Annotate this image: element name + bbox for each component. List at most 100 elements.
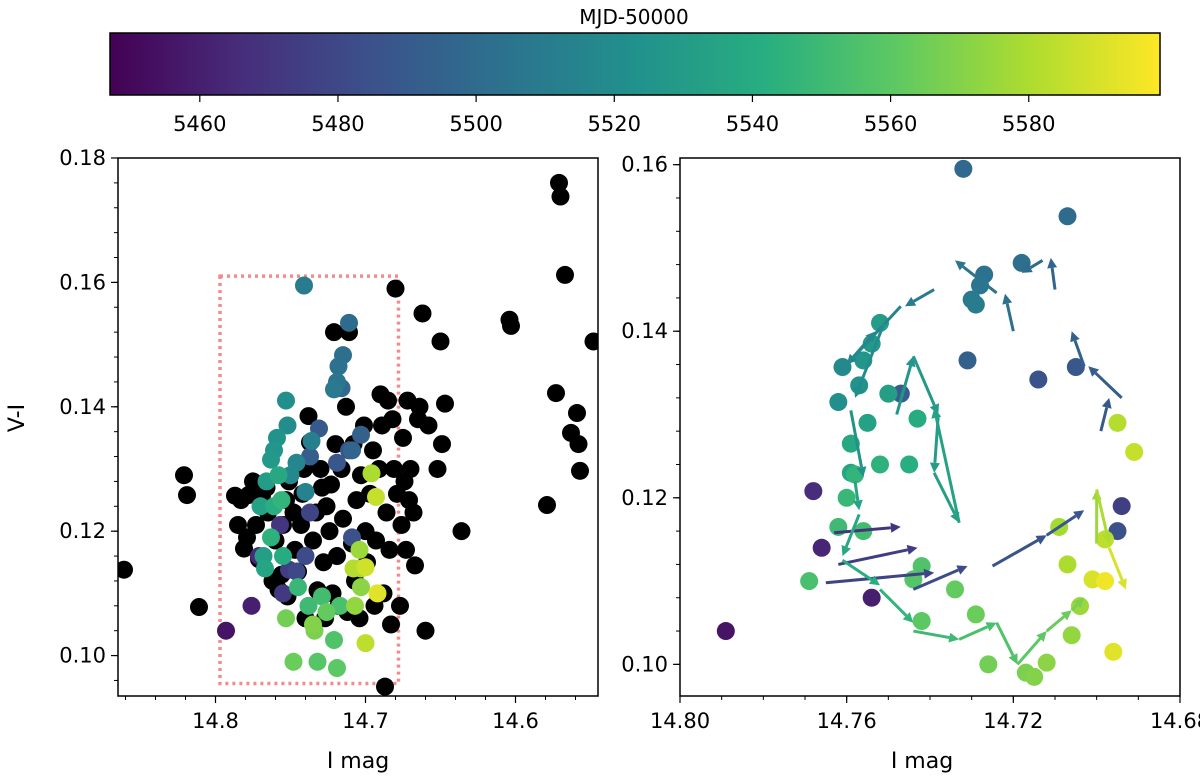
data-point-black [568,404,586,423]
arrow-head [1047,257,1058,269]
arrow-shaft [878,588,908,617]
colorbar-tick-label: 5500 [449,112,502,136]
data-point [1062,626,1081,645]
arrow-shaft [958,625,989,641]
y-tick-label: 0.12 [621,486,668,510]
data-point-black [304,531,322,550]
arrow-head [905,296,917,307]
data-point [971,276,989,295]
y-tick-label: 0.16 [59,270,106,294]
time-arrow [1095,489,1112,544]
x-tick-label: 14.80 [650,709,710,733]
data-point-black [244,472,262,491]
data-point-black [452,522,471,541]
time-arrow [838,544,918,566]
time-arrow [834,522,901,535]
data-point-black [239,486,258,505]
time-arrow [1045,510,1085,537]
arrow-shaft [834,526,892,535]
arrow-shaft [849,410,863,468]
data-point [912,612,931,631]
colorbar-tick-label: 5460 [173,112,226,136]
time-arrow [1002,293,1015,332]
data-point-black [377,503,396,522]
left-xlabel: I mag [327,749,389,774]
colorbar-tick-label: 5540 [726,112,779,136]
data-point [908,409,927,428]
data-point [862,588,881,607]
data-point-black [376,677,394,696]
arrow-head [1008,653,1018,665]
time-arrow [913,629,960,643]
arrow-shaft [912,288,935,303]
data-point [1025,667,1044,686]
time-arrow [1107,547,1127,590]
data-point-colored [256,559,274,578]
data-point-colored [368,584,387,603]
data-point [954,159,973,178]
data-point-colored [299,596,318,615]
arrow-shaft [1073,340,1086,367]
data-point [966,295,985,314]
time-arrow [854,322,886,398]
data-point-colored [284,652,303,671]
arrow-head [868,575,880,586]
data-point-black [299,407,318,426]
data-point [966,605,985,624]
data-point [900,455,919,474]
colorbar-tick-label: 5520 [588,112,641,136]
data-point-black [325,323,343,342]
time-arrow [1021,259,1044,273]
data-point-black [364,441,382,460]
data-point-colored [304,615,322,634]
arrow-shaft [991,538,1039,568]
arrow-head [1073,510,1085,520]
arrow-head [1060,610,1072,621]
data-point-colored [269,466,288,485]
data-point-colored [362,464,381,483]
arrow-shaft [1070,603,1079,612]
data-point [1058,207,1077,226]
data-point-black [334,509,352,528]
arrow-head [1102,532,1112,544]
arrow-shaft [1099,407,1109,432]
y-tick-label: 0.10 [59,644,106,668]
arrow-shaft [1029,259,1044,270]
arrow-shaft [932,472,957,515]
arrow-shaft [853,480,860,501]
data-point [1104,642,1123,661]
data-point-black [247,515,265,534]
arrow-head [1002,293,1013,305]
data-point-black [404,503,423,522]
arrow-shaft [1050,267,1057,290]
x-tick-label: 14.68 [1150,709,1200,733]
data-point-colored [356,558,375,577]
data-point-colored [289,578,307,597]
y-tick-label: 0.12 [59,519,106,543]
colorbar-tick-label: 5580 [1002,112,1055,136]
arrow-shaft [1095,489,1109,535]
data-point [716,622,735,641]
arrow-head [1073,597,1085,609]
right-plot-area [716,159,1144,686]
left-ylabel: V-I [5,404,30,432]
time-arrow [1045,610,1072,633]
arrow-shaft [845,337,871,366]
left-panel: 14.8 14.7 14.6 0.10 0.12 0.14 0.16 0.18 I mag V… [5,146,599,774]
right-axes: 14.80 14.76 14.72 14.68 0.10 0.12 0.14 0.16 [621,153,1200,733]
data-point-black [229,515,247,534]
data-point-colored [262,528,280,547]
x-tick-label: 14.6 [492,709,539,733]
data-point-black [379,391,397,410]
arrow-head [955,260,966,271]
arrow-head [1070,331,1080,343]
data-point-black [386,279,405,298]
right-panel: 14.80 14.76 14.72 14.68 0.10 0.12 0.14 0.16 I m… [621,153,1200,774]
data-point-colored [262,450,280,469]
data-point-black [436,394,454,413]
data-point [879,384,898,403]
data-point-black [433,435,451,454]
data-point-colored [272,491,291,510]
arrow-shaft [1094,372,1123,399]
data-point-colored [302,431,321,450]
